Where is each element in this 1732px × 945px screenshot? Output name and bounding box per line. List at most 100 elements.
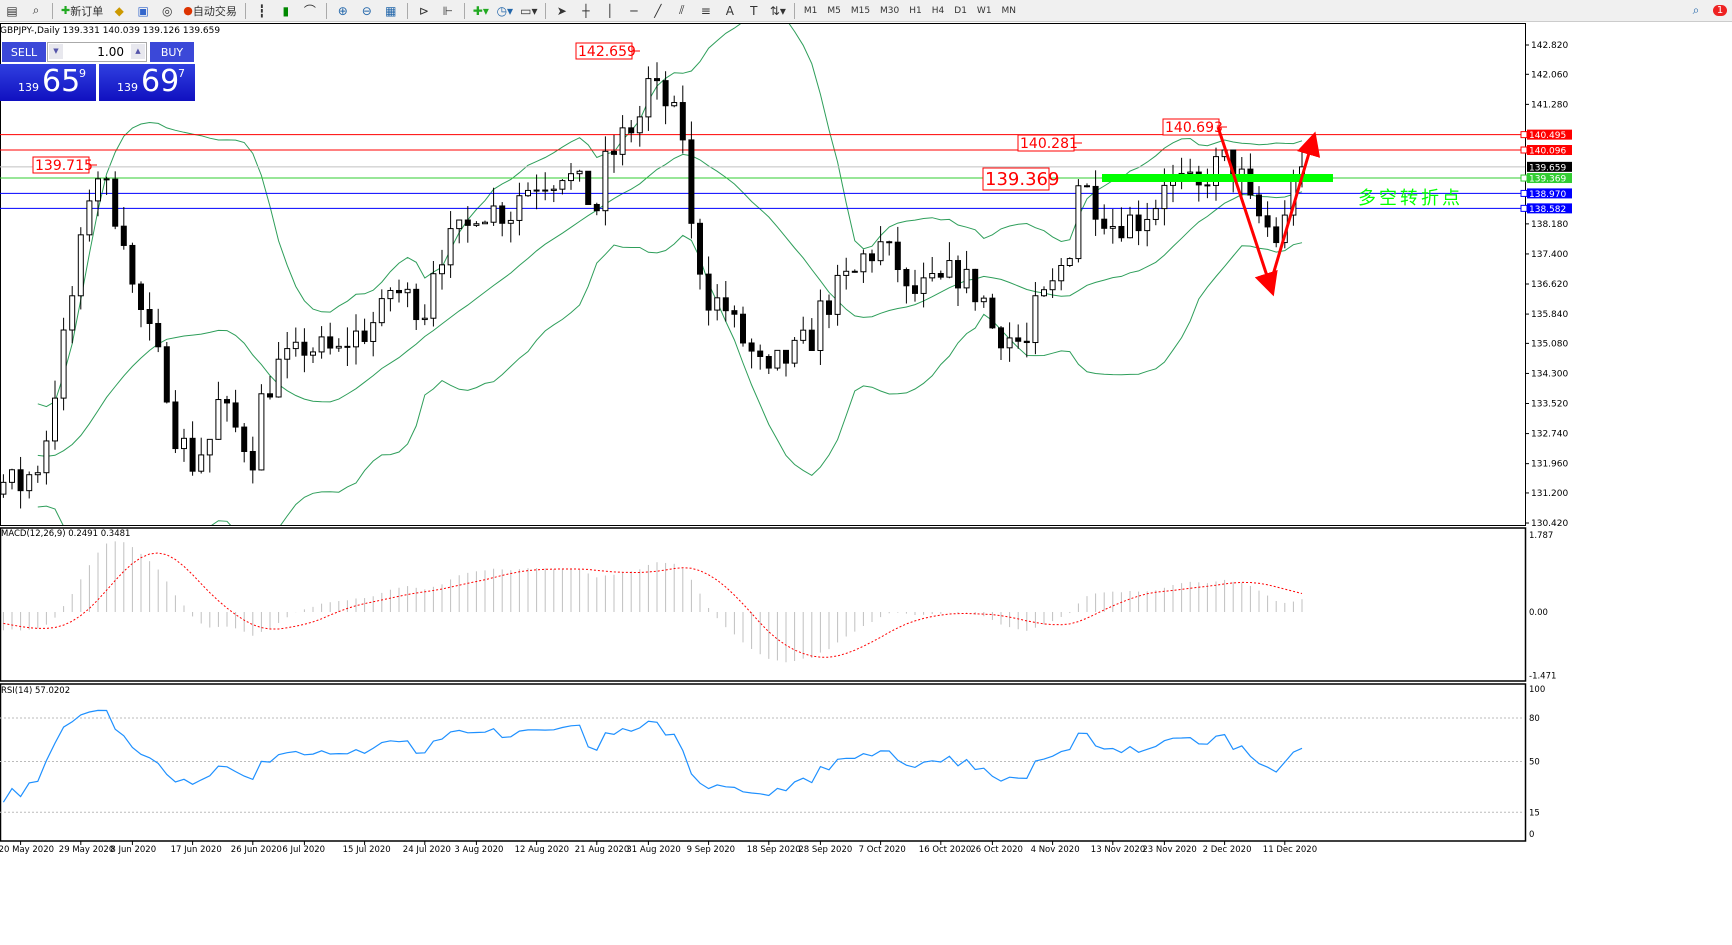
terminal-icon[interactable]: ▣ bbox=[137, 3, 149, 18]
candle-body bbox=[327, 336, 334, 349]
timeframe-d1[interactable]: D1 bbox=[954, 5, 967, 16]
candle-body bbox=[1135, 214, 1142, 232]
rsi-panel-frame bbox=[0, 683, 1527, 842]
price-line-label-bg bbox=[1527, 173, 1572, 184]
market-watch-icon[interactable]: ◆ bbox=[114, 3, 124, 18]
candle bbox=[241, 423, 248, 463]
candle-body bbox=[972, 268, 979, 303]
cursor-icon[interactable]: ➤ bbox=[556, 3, 567, 18]
down-arrow[interactable] bbox=[1216, 126, 1278, 297]
candle bbox=[396, 279, 402, 303]
candle bbox=[817, 289, 824, 365]
candlestick-icon[interactable]: ▮ bbox=[282, 3, 290, 18]
lot-size-input[interactable]: 1.00 bbox=[47, 42, 147, 62]
sell-price[interactable]: 139 65 9 bbox=[0, 64, 96, 101]
horizontal-line-icon[interactable]: ─ bbox=[630, 3, 638, 18]
candle bbox=[9, 468, 15, 490]
auto-trading-button[interactable]: ● 自动交易 bbox=[181, 2, 239, 20]
candle-body bbox=[869, 253, 875, 262]
trendline-icon[interactable]: ╱ bbox=[654, 3, 662, 18]
zoom-out-icon[interactable]: ⊖ bbox=[361, 3, 372, 18]
line-handle[interactable] bbox=[1520, 131, 1528, 139]
candle bbox=[1256, 186, 1262, 224]
lot-decrease-icon[interactable]: ▼ bbox=[49, 44, 63, 59]
timeframe-m15[interactable]: M15 bbox=[850, 5, 871, 16]
arrows-icon[interactable]: ⇅▾ bbox=[769, 3, 786, 18]
candle-body bbox=[129, 244, 136, 285]
signals-icon[interactable]: ◎ bbox=[161, 3, 173, 18]
timeframe-h1[interactable]: H1 bbox=[909, 5, 922, 16]
notification-badge[interactable]: 1 bbox=[1710, 2, 1730, 20]
candle bbox=[60, 317, 67, 411]
candle-body bbox=[748, 342, 755, 352]
templates-icon[interactable]: ▭▾ bbox=[520, 3, 538, 18]
candle bbox=[120, 206, 127, 250]
price-axis-label: 132.740 bbox=[1531, 430, 1568, 440]
pivot-text: 多空转折点 bbox=[1358, 188, 1463, 209]
indicators-icon[interactable]: ✚▾ bbox=[472, 3, 489, 18]
tile-windows-icon[interactable]: ▦ bbox=[385, 3, 397, 18]
rsi-line bbox=[2, 709, 1303, 803]
candle-body bbox=[396, 289, 402, 294]
line-handle[interactable] bbox=[1520, 146, 1528, 154]
timeframe-w1[interactable]: W1 bbox=[976, 5, 992, 16]
line-handle[interactable] bbox=[1520, 204, 1528, 212]
timeframe-m30[interactable]: M30 bbox=[880, 5, 900, 16]
candle-body bbox=[103, 178, 110, 181]
candle bbox=[507, 211, 514, 243]
candle-body bbox=[9, 469, 15, 483]
candle bbox=[129, 242, 136, 293]
vertical-line-icon[interactable]: │ bbox=[606, 3, 614, 18]
candle bbox=[249, 436, 256, 484]
price-line-label-bg bbox=[1527, 203, 1572, 214]
lot-increase-icon[interactable]: ▲ bbox=[131, 44, 145, 59]
autoscroll-icon[interactable]: ⊳ bbox=[418, 3, 429, 18]
timeframe-m5[interactable]: M5 bbox=[827, 5, 841, 16]
crosshair-icon[interactable]: ┼ bbox=[582, 3, 590, 18]
candle bbox=[69, 286, 76, 344]
timeframe-h4[interactable]: H4 bbox=[931, 5, 945, 16]
timeframe-mn[interactable]: MN bbox=[1001, 5, 1017, 16]
equidistant-channel-icon[interactable]: ⫽ bbox=[679, 3, 685, 17]
date-axis-label: 6 Jul 2020 bbox=[282, 845, 325, 855]
candle-body bbox=[903, 269, 910, 287]
timeframe-m1[interactable]: M1 bbox=[803, 5, 818, 16]
search-icon[interactable]: ⌕ bbox=[1692, 3, 1700, 17]
sell-button[interactable]: SELL bbox=[2, 42, 46, 62]
buy-button[interactable]: BUY bbox=[150, 42, 194, 62]
candle-body bbox=[378, 298, 385, 324]
candle-body bbox=[258, 393, 265, 471]
candle-body bbox=[1273, 226, 1280, 244]
line-chart-icon[interactable]: ⌒ bbox=[303, 4, 316, 18]
chart-area[interactable]: 142.820 142.060 141.280 138.180 137.400 136.6… bbox=[0, 23, 1732, 945]
text-icon[interactable]: A bbox=[725, 3, 734, 18]
buy-price[interactable]: 139 69 7 bbox=[99, 64, 195, 101]
candle-body bbox=[1204, 184, 1211, 187]
candle-body bbox=[516, 195, 523, 221]
zoom-in-icon[interactable]: ⊕ bbox=[337, 3, 348, 18]
main-plot bbox=[0, 24, 1525, 525]
chart-shift-icon[interactable]: ⊩ bbox=[442, 3, 454, 18]
divider bbox=[793, 2, 795, 19]
window-icon[interactable]: ▤ bbox=[6, 3, 18, 18]
candle bbox=[198, 437, 205, 474]
candle bbox=[791, 337, 798, 368]
text-label-icon[interactable]: T bbox=[750, 3, 758, 18]
sell-price-pips: 65 bbox=[42, 64, 81, 99]
up-arrow[interactable] bbox=[1268, 131, 1321, 286]
line-handle[interactable] bbox=[1520, 174, 1528, 182]
fibonacci-icon[interactable]: ≡ bbox=[700, 3, 711, 18]
periods-icon[interactable]: ◷▾ bbox=[496, 3, 514, 18]
new-order-button[interactable]: ✚ 新订单 bbox=[59, 2, 105, 20]
candle bbox=[1032, 282, 1039, 355]
candle-body bbox=[490, 205, 497, 223]
macd-signal-line bbox=[3, 552, 1303, 658]
bollinger-upper bbox=[37, 24, 1303, 408]
candle bbox=[1264, 201, 1271, 237]
candle bbox=[516, 182, 523, 236]
bar-chart-icon[interactable]: ┇ bbox=[258, 3, 266, 18]
candle bbox=[886, 240, 893, 256]
notification-count: 1 bbox=[1712, 5, 1728, 16]
line-handle[interactable] bbox=[1520, 189, 1528, 197]
zoom-window-icon[interactable]: ⌕ bbox=[32, 3, 40, 17]
